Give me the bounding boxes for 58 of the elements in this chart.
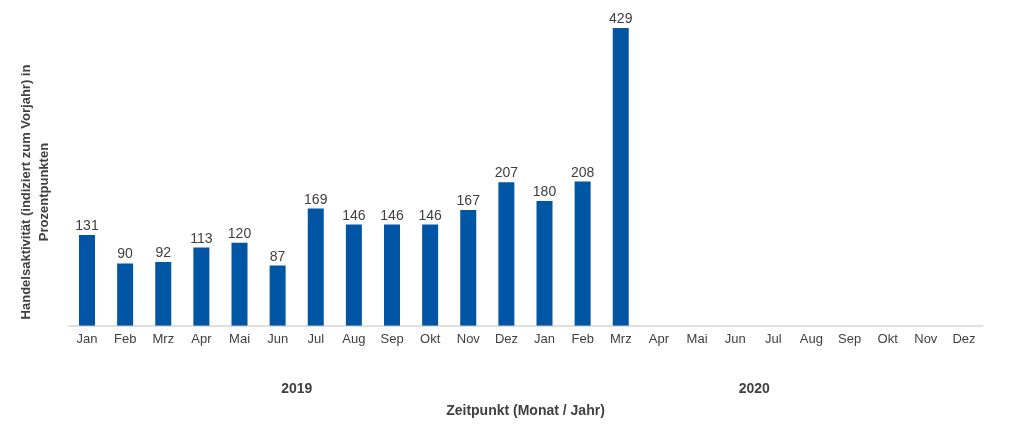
bar [460,210,477,326]
x-tick-label: Mrz [152,331,175,347]
bar [79,235,95,326]
x-tick-label: Feb [113,331,137,347]
x-tick-label: Mrz [609,331,632,347]
x-tick-label: Sep [837,331,862,347]
bar [612,28,629,326]
x-tick-label: Mai [229,331,251,347]
bar [498,182,515,326]
x-tick-label: Okt [420,331,441,347]
x-tick-label: Dez [952,331,976,347]
data-label: 92 [155,244,172,261]
data-label: 208 [570,163,595,180]
bar [193,247,210,326]
x-tick-label: Jun [267,331,289,347]
data-label: 90 [117,245,134,262]
data-label: 113 [190,229,213,246]
text: 2020 [737,380,771,396]
x-tick-label: Dez [494,331,518,347]
x-tick-label: Nov [914,331,938,347]
data-label: 169 [304,190,328,207]
bar [422,224,439,326]
data-label: 146 [342,206,366,223]
y-axis-title: Handelsaktivität (indiziert zum Vorjahr) in Prozentpunkten [17,63,52,322]
data-label: 429 [609,10,633,26]
x-tick-label: Nov [456,331,481,347]
x-tick-label: Jan [534,331,556,347]
x-tick-label: Jan [76,331,98,347]
data-label: 120 [227,224,252,241]
bar [384,224,400,326]
data-label: 207 [494,164,519,181]
bar [269,265,286,326]
x-tick-label: Feb [571,331,594,347]
x-axis-title: Zeitpunkt (Monat / Jahr) [445,402,606,418]
bar [117,263,134,326]
x-tick-label: Apr [191,331,213,347]
x-tick-label: Okt [877,331,899,347]
bar [574,181,591,326]
data-label: 87 [269,247,286,264]
x-tick-label: Apr [648,331,670,347]
data-label: 167 [456,192,481,208]
x-tick-label: Jul [307,331,325,347]
data-label: 180 [532,182,557,199]
data-label: 131 [75,217,99,233]
bar [307,208,324,326]
bar [536,200,553,326]
text: 2019 [280,380,314,396]
bar [155,262,172,326]
x-tick-label: Aug [799,331,824,347]
x-tick-label: Aug [342,331,366,347]
x-tick-label: Mai [686,331,708,347]
data-label: 146 [380,206,404,223]
bar [231,242,248,326]
bar [345,224,362,326]
data-label: 146 [418,206,443,223]
x-tick-label: Jun [724,331,746,347]
x-tick-label: Jul [765,331,782,347]
x-tick-label: Sep [380,331,404,347]
